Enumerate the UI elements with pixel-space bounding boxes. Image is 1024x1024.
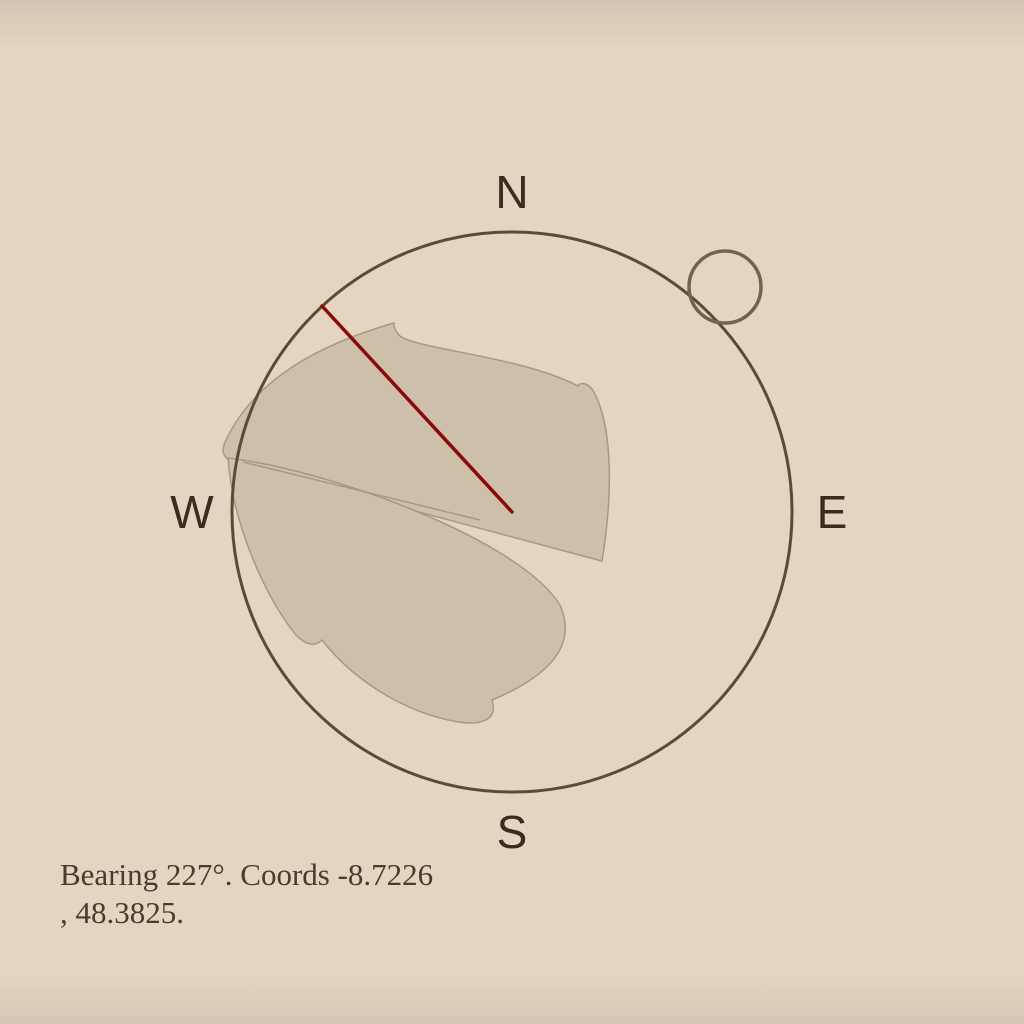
- bearing-needle: [320, 304, 514, 514]
- compass-ring: [230, 230, 794, 794]
- land-patch-south: [227, 457, 566, 724]
- waypoint-marker-icon[interactable]: [687, 249, 763, 325]
- cardinal-north: N: [495, 166, 528, 218]
- land-patch-north: [222, 322, 611, 562]
- cardinal-east: E: [817, 486, 848, 538]
- cardinal-west: W: [170, 486, 214, 538]
- cardinal-south: S: [497, 806, 528, 858]
- bearing-coords-readout: Bearing 227°. Coords -8.7226 , 48.3825.: [60, 857, 434, 930]
- land-patch-edge: [242, 461, 481, 521]
